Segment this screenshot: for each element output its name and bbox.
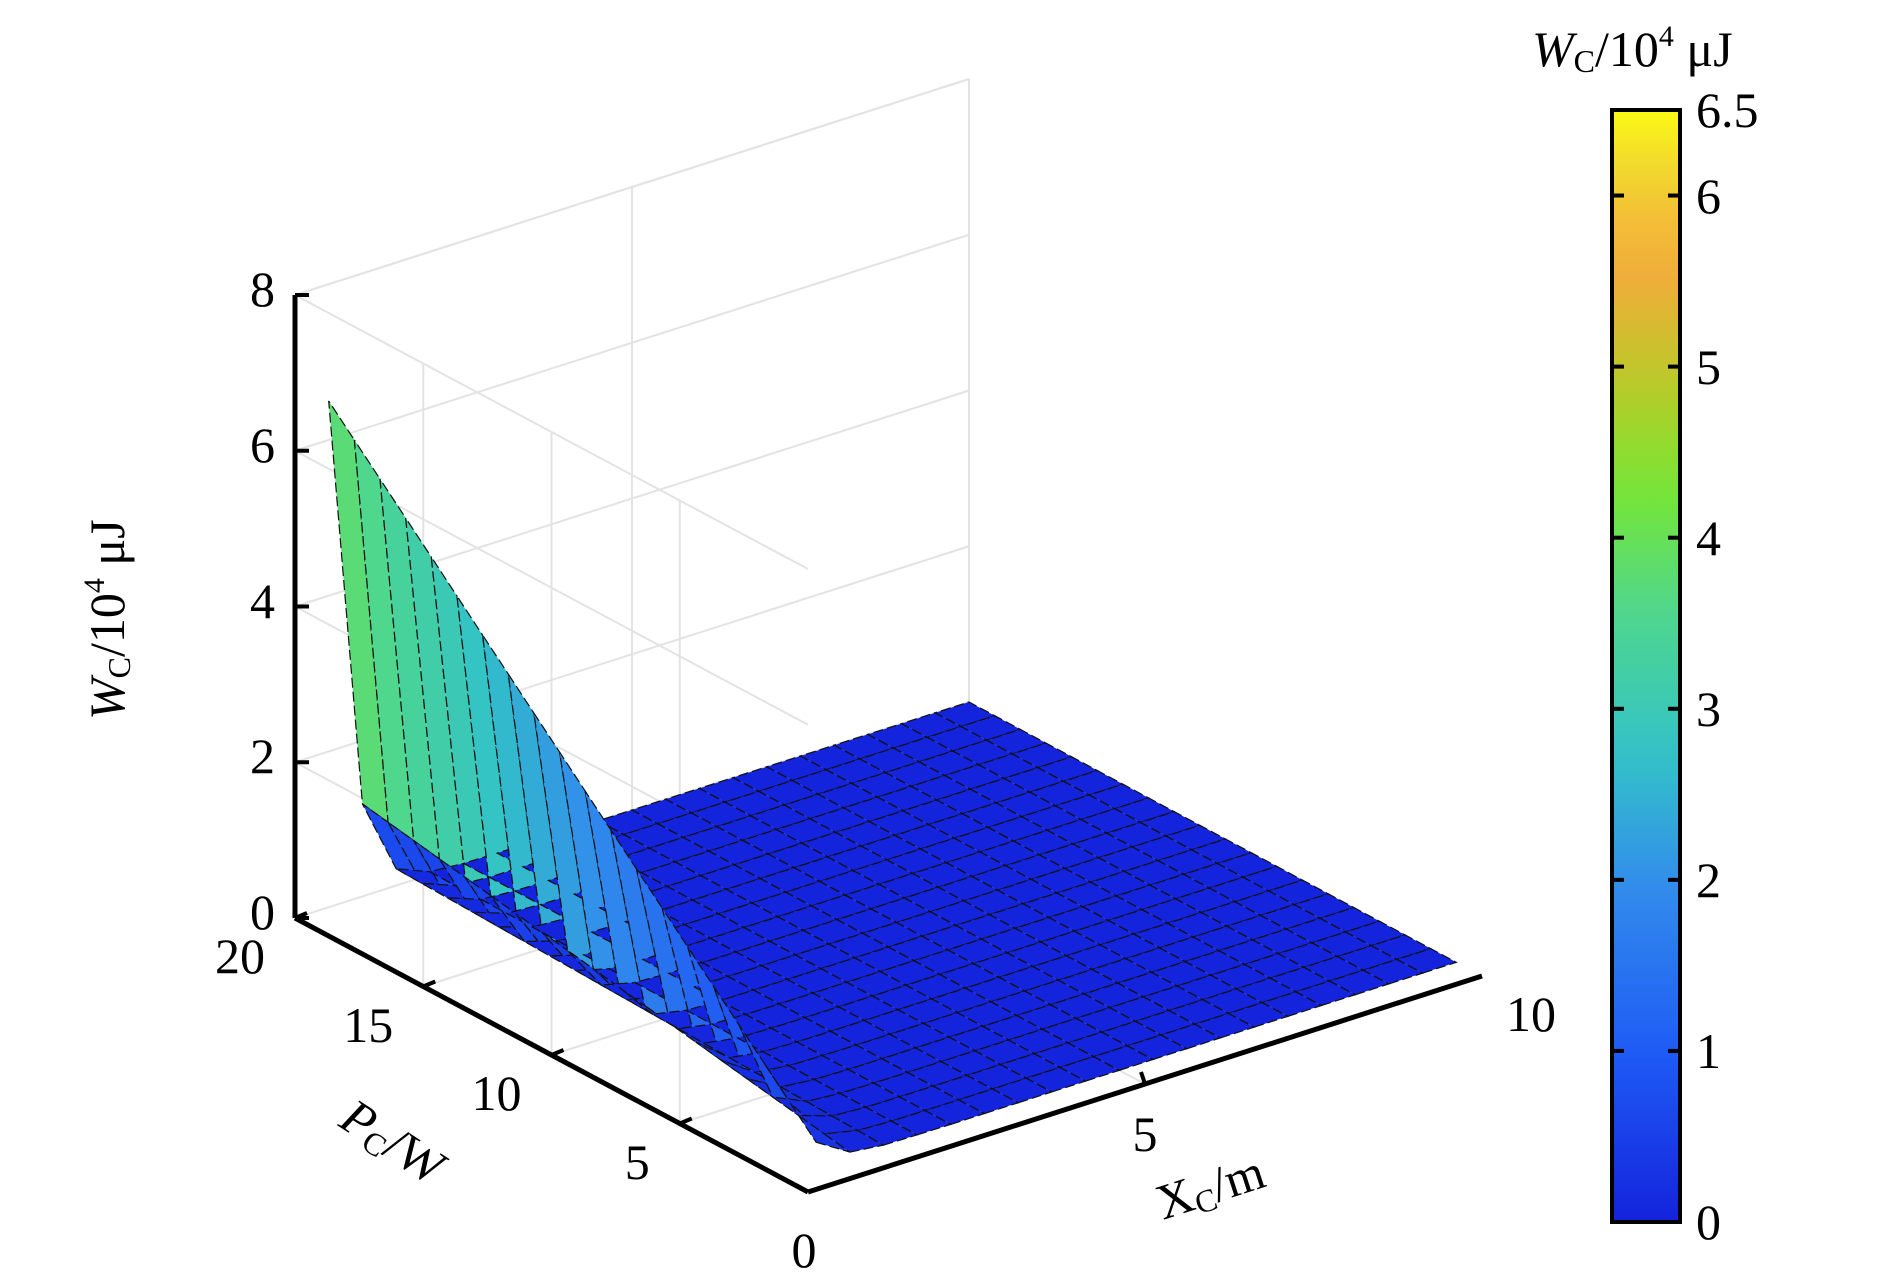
colorbar-tick-label: 5 <box>1696 338 1721 395</box>
z-axis-title: WC/104 μJ <box>78 519 137 720</box>
y-tick-mark <box>294 911 308 920</box>
surface-cell <box>1395 947 1458 974</box>
colorbar-tick-label: 6 <box>1696 167 1721 224</box>
y-tick-label: 5 <box>624 1133 650 1190</box>
colorbar <box>1610 108 1682 1224</box>
surface-cell <box>669 1023 730 1059</box>
z-tick-label: 4 <box>250 572 275 629</box>
grid-line <box>294 233 970 452</box>
grid-line <box>294 294 809 570</box>
y-tick-mark <box>550 1048 565 1057</box>
y-tick-mark <box>678 1116 693 1126</box>
x-tick-label: 0 <box>791 1222 817 1278</box>
colorbar-tick-label: 1 <box>1696 1022 1721 1079</box>
x-tick-label: 5 <box>1132 1106 1158 1162</box>
z-tick-label: 0 <box>250 884 275 940</box>
surface-cell <box>789 1102 851 1153</box>
colorbar-tick-label: 4 <box>1696 509 1721 566</box>
z-tick-label: 8 <box>250 261 275 317</box>
z-tick-label: 6 <box>250 416 275 473</box>
z-tick-label: 2 <box>250 728 275 785</box>
colorbar-tick-label: 6.5 <box>1696 82 1759 138</box>
colorbar-gradient <box>1610 108 1682 1224</box>
colorbar-title: WC/104 μJ <box>1532 20 1733 79</box>
colorbar-tick-label: 2 <box>1696 851 1721 908</box>
y-tick-label: 10 <box>471 1065 522 1121</box>
surface-plot <box>328 400 1458 1153</box>
y-tick-mark <box>422 979 437 989</box>
y-tick-label: 20 <box>215 928 265 984</box>
colorbar-tick-label: 3 <box>1696 680 1721 737</box>
axes <box>292 293 1483 1195</box>
x-tick-mark <box>1139 1071 1147 1085</box>
grid-line <box>294 78 970 296</box>
x-tick-label: 10 <box>1506 986 1556 1042</box>
y-tick-label: 15 <box>343 996 394 1053</box>
colorbar-tick-label: 0 <box>1696 1194 1721 1250</box>
